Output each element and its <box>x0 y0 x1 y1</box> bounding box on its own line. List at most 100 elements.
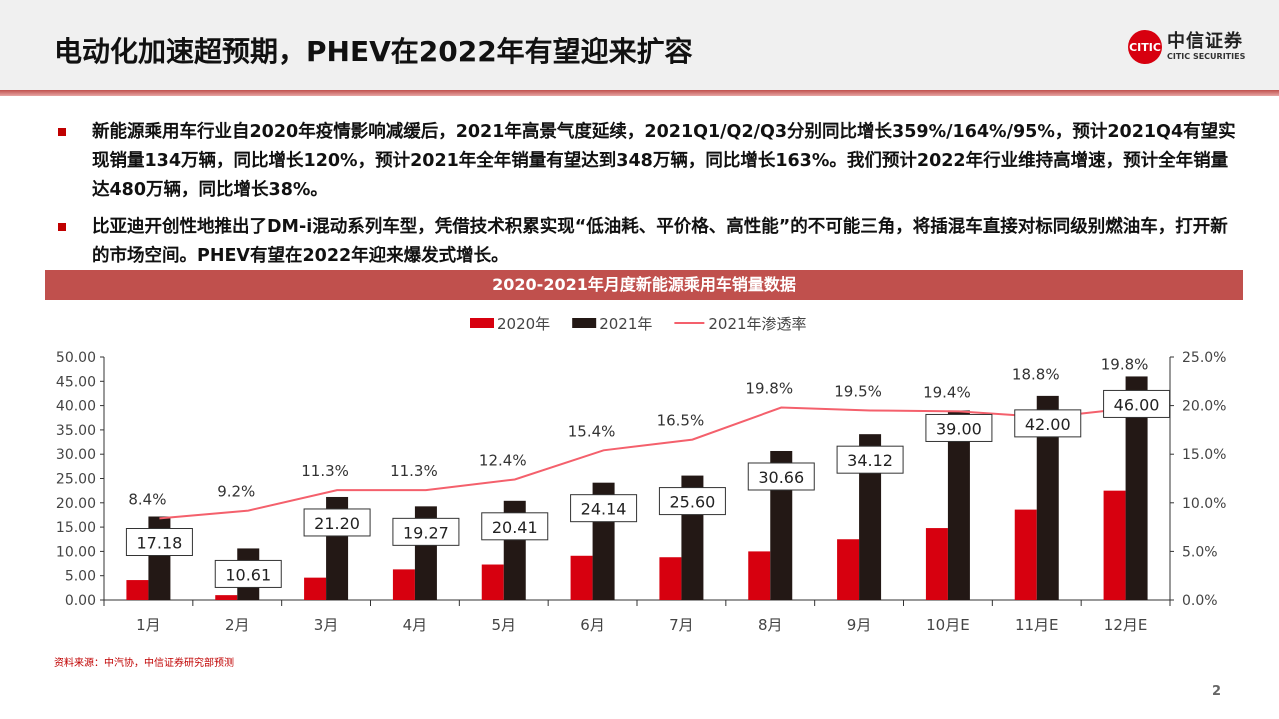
bar-2020 <box>481 564 504 600</box>
logo-cn: 中信证券 <box>1167 31 1243 52</box>
y-tick-label-left: 25.00 <box>56 472 96 488</box>
source-note: 资料来源：中汽协，中信证券研究部预测 <box>54 658 234 669</box>
value-label-2021: 42.00 <box>1025 415 1071 434</box>
value-label-box <box>570 494 638 523</box>
value-label-box <box>1014 409 1082 438</box>
x-tick-label: 7月 <box>669 616 694 634</box>
page-title: 电动化加速超预期，PHEV在2022年有望迎来扩容 <box>54 35 693 68</box>
value-label-box <box>1103 389 1171 418</box>
page-number: 2 <box>1212 684 1222 699</box>
chart-title: 2020-2021年月度新能源乘用车销量数据 <box>45 270 1243 300</box>
bullet-item: 新能源乘用车行业自2020年疫情影响减缓后，2021年高景气度延续，2021Q1… <box>58 118 1238 205</box>
y-tick-label-right: 20.0% <box>1182 399 1226 415</box>
value-label-2021: 25.60 <box>670 493 716 512</box>
x-tick-label: 3月 <box>314 616 339 634</box>
value-label-box <box>125 528 193 557</box>
bar-2020 <box>392 569 415 600</box>
bar-2020 <box>659 557 682 600</box>
bar-2020 <box>837 539 860 600</box>
y-tick-label-left: 50.00 <box>56 350 96 366</box>
y-tick-label-left: 20.00 <box>56 496 96 512</box>
value-label-box <box>214 559 282 588</box>
penetration-label: 19.5% <box>834 382 882 400</box>
penetration-label: 9.2% <box>217 483 255 501</box>
y-tick-label-right: 0.0% <box>1182 593 1218 609</box>
penetration-label: 19.8% <box>1101 356 1149 374</box>
value-label-2021: 34.12 <box>847 451 893 470</box>
value-label-2021: 39.00 <box>936 419 982 438</box>
legend-label: 2020年 <box>497 315 550 333</box>
x-tick-label: 9月 <box>847 616 872 634</box>
bar-2021 <box>859 434 882 600</box>
legend-label: 2021年渗透率 <box>708 315 806 333</box>
y-tick-label-right: 10.0% <box>1182 496 1226 512</box>
x-tick-label: 4月 <box>403 616 428 634</box>
y-tick-label-right: 25.0% <box>1182 350 1226 366</box>
penetration-label: 11.3% <box>390 462 438 480</box>
y-tick-label-right: 15.0% <box>1182 447 1226 463</box>
value-label-2021: 24.14 <box>581 500 627 519</box>
y-tick-label-left: 0.00 <box>65 593 96 609</box>
x-tick-label: 2月 <box>225 616 250 634</box>
penetration-label: 19.4% <box>923 383 971 401</box>
legend-label: 2021年 <box>599 315 652 333</box>
x-tick-label: 11月E <box>1015 616 1059 634</box>
logo-en: CITIC SECURITIES <box>1167 52 1246 61</box>
bullet-item: 比亚迪开创性地推出了DM-i混动系列车型，凭借技术积累实现“低油耗、平价格、高性… <box>58 213 1238 271</box>
header <box>0 0 1279 90</box>
bar-2020 <box>215 595 238 600</box>
penetration-label: 19.8% <box>745 380 793 398</box>
penetration-line <box>159 406 1137 520</box>
x-tick-label: 10月E <box>926 616 970 634</box>
bar-2020 <box>748 551 771 600</box>
value-label-box <box>747 462 815 491</box>
penetration-label: 18.8% <box>1012 365 1060 383</box>
legend-swatch <box>470 318 494 328</box>
bullet-icon <box>58 128 66 136</box>
value-label-2021: 20.41 <box>492 518 538 537</box>
y-tick-label-left: 35.00 <box>56 423 96 439</box>
value-label-box <box>925 413 993 442</box>
penetration-label: 12.4% <box>479 451 527 469</box>
value-label-2021: 17.18 <box>137 534 183 553</box>
bar-2020 <box>126 580 149 600</box>
value-label-box <box>836 445 904 474</box>
legend-swatch <box>572 318 597 328</box>
y-tick-label-left: 5.00 <box>65 569 96 585</box>
bullet-icon <box>58 223 66 231</box>
bar-2021 <box>1125 376 1148 600</box>
penetration-label: 16.5% <box>657 412 705 430</box>
x-tick-label: 1月 <box>136 616 161 634</box>
bar-2020 <box>304 577 327 600</box>
chart: 0.00 5.00 10.00 15.00 20.00 25.00 30.00 35.00 40… <box>56 315 1227 634</box>
value-label-2021: 46.00 <box>1114 395 1160 414</box>
bar-2020 <box>1103 490 1126 600</box>
citic-logo: CITIC 中信证券 CITIC SECURITIES <box>1128 30 1245 64</box>
value-label-2021: 19.27 <box>403 523 449 542</box>
value-label-box <box>303 508 371 537</box>
bar-2020 <box>570 555 593 600</box>
bar-2020 <box>1014 509 1037 600</box>
value-label-2021: 30.66 <box>758 468 804 487</box>
value-label-box <box>481 512 549 541</box>
x-tick-label: 12月E <box>1104 616 1148 634</box>
value-label-2021: 21.20 <box>314 514 360 533</box>
value-label-box <box>392 517 460 546</box>
bar-2021 <box>947 410 970 600</box>
penetration-label: 8.4% <box>128 490 166 508</box>
y-tick-label-left: 30.00 <box>56 447 96 463</box>
penetration-label: 11.3% <box>301 462 349 480</box>
y-tick-label-left: 40.00 <box>56 399 96 415</box>
value-label-2021: 10.61 <box>225 565 271 584</box>
y-tick-label-right: 5.0% <box>1182 544 1218 560</box>
penetration-label: 15.4% <box>568 422 616 440</box>
value-label-box <box>658 487 726 516</box>
header-divider <box>0 90 1279 96</box>
x-tick-label: 8月 <box>758 616 783 634</box>
bar-2020 <box>925 528 948 600</box>
y-tick-label-left: 10.00 <box>56 544 96 560</box>
x-tick-label: 6月 <box>580 616 605 634</box>
y-tick-label-left: 45.00 <box>56 374 96 390</box>
bar-2021 <box>1036 395 1059 600</box>
x-tick-label: 5月 <box>491 616 516 634</box>
